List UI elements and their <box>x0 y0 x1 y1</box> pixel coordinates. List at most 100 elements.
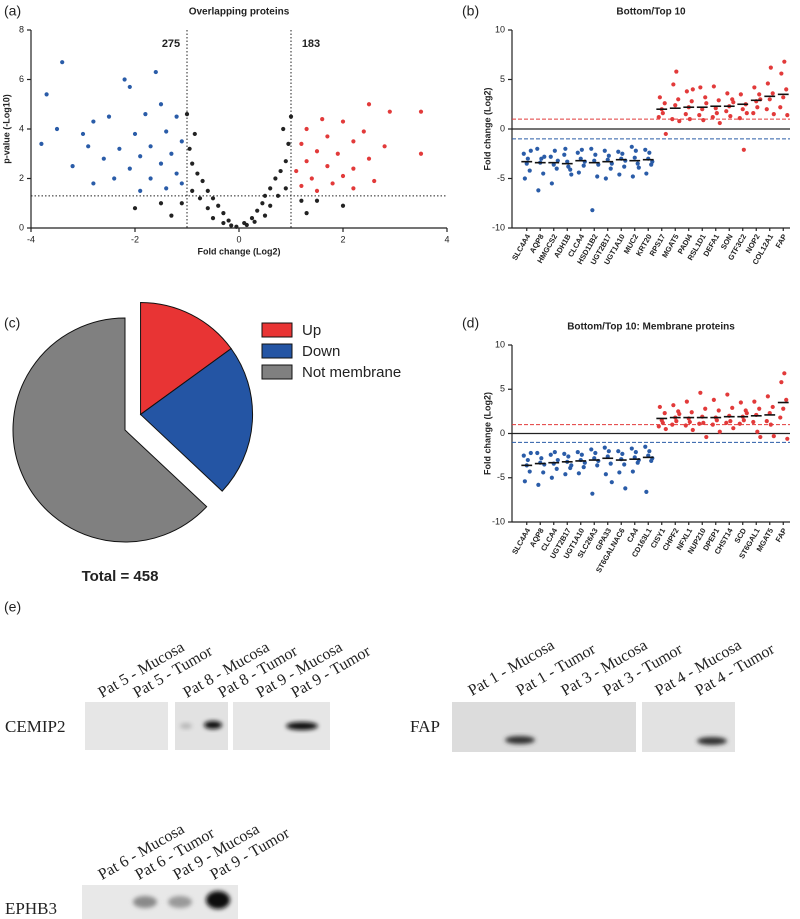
data-point <box>539 156 544 161</box>
data-point <box>576 471 581 476</box>
data-point <box>616 449 621 454</box>
data-point <box>622 164 627 169</box>
data-point <box>725 392 730 397</box>
annotation: 275 <box>162 38 180 50</box>
data-point <box>549 181 554 186</box>
data-point <box>275 193 281 198</box>
data-point <box>710 422 715 427</box>
pie-slice <box>140 301 232 416</box>
data-point <box>724 420 729 425</box>
data-point <box>190 161 195 166</box>
data-point <box>314 188 320 193</box>
data-point <box>703 95 708 100</box>
panel-label: (c) <box>4 315 20 331</box>
x-axis-label: Fold change (Log2) <box>198 246 281 256</box>
data-point <box>575 449 580 455</box>
data-point <box>340 173 346 179</box>
data-point <box>283 186 288 191</box>
data-point <box>590 491 595 496</box>
blot-band <box>206 891 230 909</box>
data-point <box>629 446 634 451</box>
blot-band <box>204 721 222 729</box>
data-point <box>605 157 610 162</box>
data-point <box>677 118 682 124</box>
blot-images <box>82 702 735 919</box>
x-tick-label: 2 <box>340 234 345 244</box>
data-point <box>528 148 533 153</box>
data-point <box>387 109 392 114</box>
data-point <box>60 60 65 65</box>
data-point <box>54 126 60 132</box>
data-point <box>522 176 527 181</box>
chart-title: Overlapping proteins <box>189 7 290 18</box>
data-point <box>711 397 716 402</box>
y-tick-label: 10 <box>495 24 505 34</box>
data-point <box>724 109 729 114</box>
data-point <box>663 131 668 137</box>
data-point <box>765 81 770 86</box>
data-point <box>738 400 743 405</box>
data-point <box>687 117 692 122</box>
data-point <box>205 206 210 211</box>
data-point <box>752 399 757 404</box>
data-point <box>663 426 668 432</box>
data-point <box>662 411 667 416</box>
data-point <box>164 129 169 134</box>
data-point <box>767 97 772 102</box>
data-point <box>684 89 689 94</box>
data-point <box>677 411 682 417</box>
data-point <box>174 171 179 176</box>
data-point <box>728 114 733 119</box>
data-point <box>689 99 694 104</box>
data-point <box>541 470 546 475</box>
data-point <box>527 168 532 173</box>
data-point <box>44 92 49 97</box>
data-point <box>525 156 530 161</box>
data-point <box>563 146 568 151</box>
y-axis-label: p-value (-Log10) <box>1 94 11 164</box>
data-point <box>785 436 790 441</box>
data-point <box>320 117 325 122</box>
data-point <box>314 198 320 203</box>
y-tick-label: 5 <box>500 384 505 394</box>
data-point <box>535 450 540 456</box>
data-point <box>770 404 775 410</box>
data-point <box>286 141 291 146</box>
data-point <box>622 462 627 467</box>
total-label: Total = 458 <box>82 568 159 585</box>
data-point <box>617 172 622 177</box>
data-point <box>670 422 675 427</box>
annotation: 183 <box>302 38 320 50</box>
y-tick-label: -10 <box>492 222 505 232</box>
data-point <box>620 451 625 456</box>
data-point <box>697 113 702 118</box>
data-point <box>521 453 526 458</box>
data-point <box>522 479 527 484</box>
data-point <box>80 131 86 137</box>
data-point <box>593 450 598 456</box>
data-point <box>551 162 556 167</box>
data-point <box>633 449 638 455</box>
data-point <box>690 427 695 433</box>
data-point <box>606 153 611 158</box>
data-point <box>751 111 756 116</box>
data-point <box>595 174 600 179</box>
data-point <box>268 186 273 191</box>
data-point <box>713 106 718 111</box>
data-point <box>555 457 560 463</box>
data-point <box>164 186 169 191</box>
data-point <box>683 423 688 428</box>
data-point <box>698 85 703 90</box>
data-point <box>552 148 557 153</box>
data-point <box>86 144 91 149</box>
data-point <box>554 466 559 471</box>
data-point <box>757 92 762 97</box>
data-point <box>771 434 776 439</box>
data-point <box>569 172 574 177</box>
y-tick-label: -5 <box>497 173 505 183</box>
data-point <box>566 164 571 169</box>
y-tick-label: 0 <box>19 222 24 232</box>
data-point <box>771 112 776 117</box>
data-point <box>785 113 790 118</box>
